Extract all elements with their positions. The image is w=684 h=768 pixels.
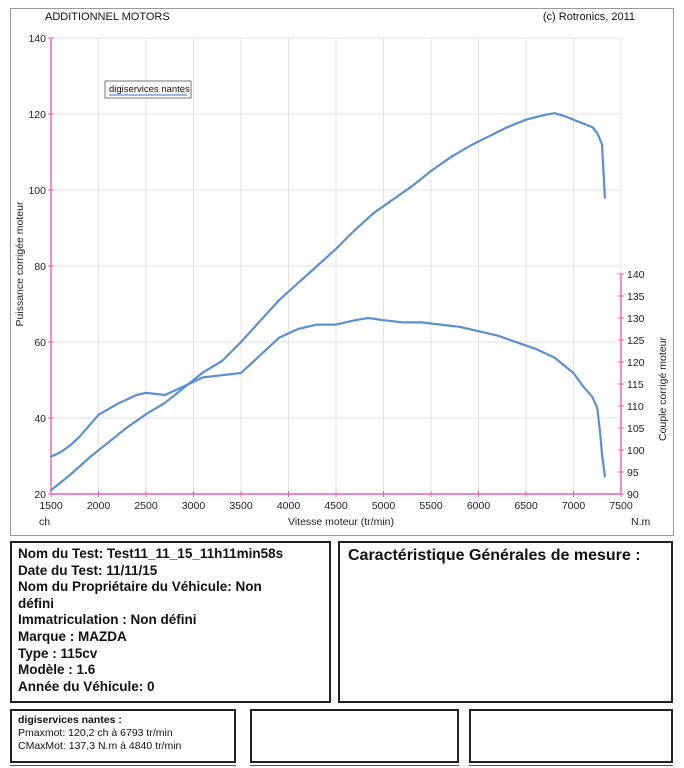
x-tick-label-7000: 7000 [562,500,586,512]
unit-left: ch [39,516,50,528]
y-right-axis-label: Couple corrigé moteur [657,337,669,441]
vehicle-owner-cont: défini [18,595,54,611]
summary-cmax: CMaxMot: 137,3 N.m à 4840 tr/min [18,740,182,752]
y-right-tick-label-120: 120 [627,357,645,369]
summary-box: digiservices nantes : Pmaxmot: 120,2 ch … [10,709,236,763]
y-left-tick-label-80: 80 [34,261,46,273]
x-tick-label-6500: 6500 [514,500,538,512]
grid [50,37,622,495]
y-left-tick-label-100: 100 [28,185,46,197]
power-torque-chart: 1500 2000 2500 3000 3500 4000 4500 5000 5500 6000… [14,33,669,528]
vehicle-type: Type : 115cv [18,645,98,661]
chart-frame: ADDITIONNEL MOTORS (c) Rotronics, 2011 1… [10,8,674,536]
y-left-tick-label-60: 60 [34,337,46,349]
x-tick-label-5000: 5000 [372,500,396,512]
bottom-rule-1 [10,765,236,766]
bottom-rule-2 [250,765,459,766]
x-axis-label: Vitesse moteur (tr/min) [288,516,394,528]
empty-box-right [469,709,673,763]
y-right-tick-label-90: 90 [627,489,639,501]
labels: Puissance corrigée moteur Couple corrigé… [14,201,669,528]
header-right: (c) Rotronics, 2011 [542,11,635,23]
y-right-tick-label-115: 115 [627,379,644,391]
summary-title: digiservices nantes : [18,714,122,726]
x-tick-label-1500: 1500 [39,500,63,512]
ticks: 1500 2000 2500 3000 3500 4000 4500 5000 5500 6000… [28,33,644,512]
x-tick-label-7500: 7500 [609,500,633,512]
vehicle-registration: Immatriculation : Non défini [18,612,197,628]
x-tick-label-2500: 2500 [134,500,158,512]
y-left-tick-label-40: 40 [34,413,46,425]
y-right-tick-label-140: 140 [627,269,645,281]
vehicle-test-date: Date du Test: 11/11/15 [18,562,158,578]
legend: digiservices nantes [104,80,192,99]
x-tick-label-3500: 3500 [229,500,253,512]
bottom-rule-3 [469,765,673,766]
y-right-tick-label-110: 110 [627,401,644,413]
y-right-tick-label-100: 100 [627,445,645,457]
power-curve [49,112,607,492]
torque-curve [49,316,607,478]
y-right-tick-label-135: 135 [627,291,645,303]
x-tick-label-3000: 3000 [182,500,206,512]
y-right-tick-label-130: 130 [627,313,645,325]
vehicle-owner: Nom du Propriétaire du Véhicule: Non [18,579,262,595]
y-left-tick-label-140: 140 [28,33,46,45]
header-left: ADDITIONNEL MOTORS [45,11,170,23]
y-right-tick-label-105: 105 [627,423,645,435]
legend-label: digiservices nantes [109,84,190,95]
x-tick-label-4000: 4000 [277,500,301,512]
y-left-tick-label-120: 120 [28,109,46,121]
vehicle-model: Modèle : 1.6 [18,662,96,678]
y-left-axis-label: Puissance corrigée moteur [14,201,26,326]
vehicle-test-name: Nom du Test: Test11_11_15_11h11min58s [18,546,284,561]
measurement-title: Caractéristique Générales de mesure : [348,547,641,564]
summary-pmax: Pmaxmot: 120,2 ch à 6793 tr/min [18,727,173,739]
x-tick-label-5500: 5500 [419,500,443,512]
vehicle-info-box: Nom du Test: Test11_11_15_11h11min58s Da… [10,541,331,703]
x-tick-label-6000: 6000 [467,500,491,512]
measurement-characteristics-box: Caractéristique Générales de mesure : [338,541,673,703]
unit-right: N.m [631,516,651,528]
x-tick-label-4500: 4500 [324,500,348,512]
vehicle-brand: Marque : MAZDA [18,628,127,644]
y-right-tick-label-125: 125 [627,335,645,347]
x-tick-label-2000: 2000 [87,500,111,512]
y-right-tick-label-95: 95 [627,467,639,479]
vehicle-year: Année du Véhicule: 0 [18,678,155,694]
empty-box-middle [250,709,459,763]
y-left-tick-label-20: 20 [34,489,46,501]
curves [49,112,607,492]
